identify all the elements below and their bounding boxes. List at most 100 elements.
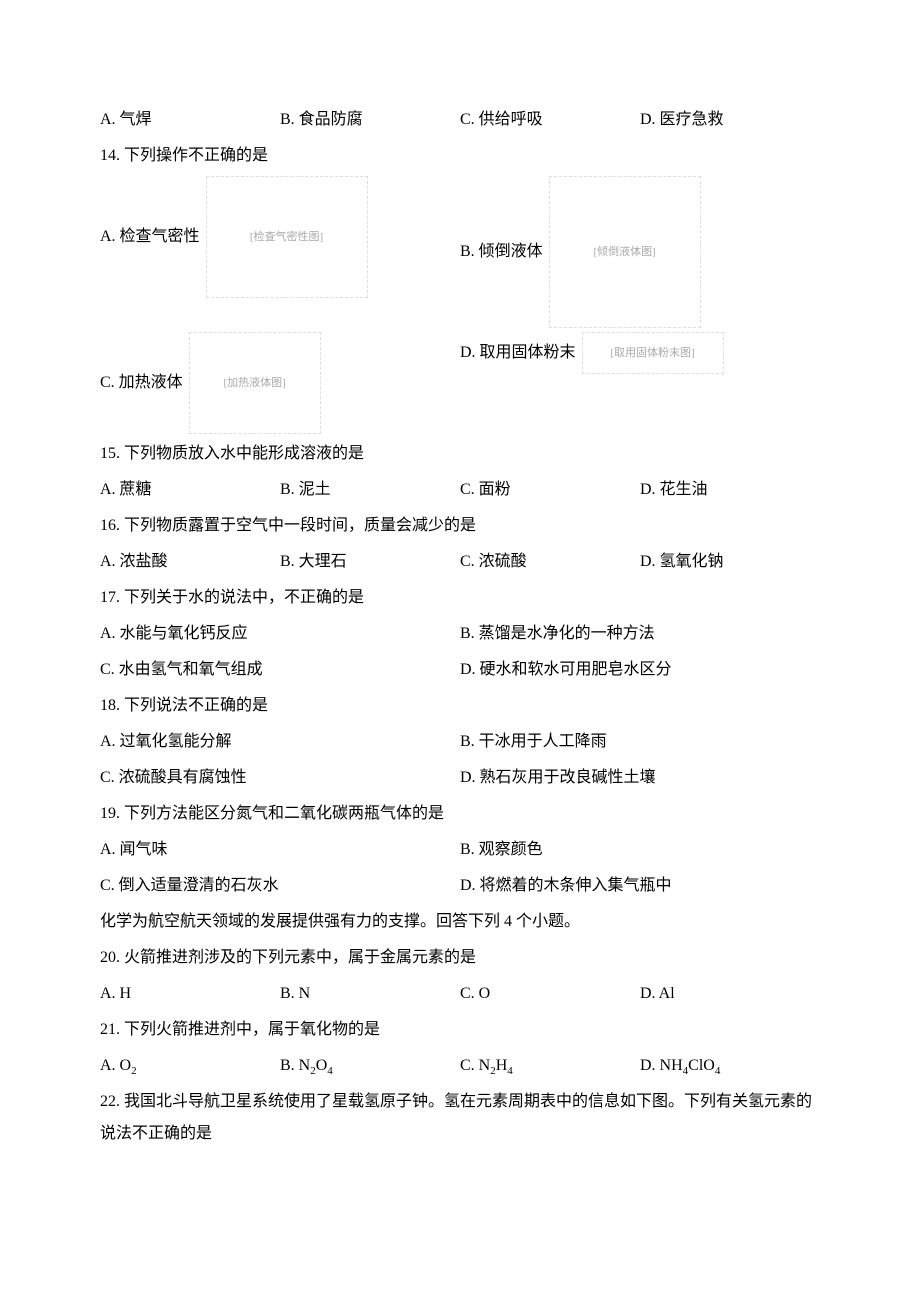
q20-opt-b: B. N [280, 978, 460, 1010]
q14-stem: 14. 下列操作不正确的是 [100, 140, 820, 172]
q16-options: A. 浓盐酸 B. 大理石 C. 浓硫酸 D. 氢氧化钠 [100, 546, 820, 578]
q18-stem: 18. 下列说法不正确的是 [100, 690, 820, 722]
q13-opt-c-text: C. 供给呼吸 [460, 104, 543, 136]
q17-opt-b-text: B. 蒸馏是水净化的一种方法 [460, 618, 655, 650]
q15-opt-d-text: D. 花生油 [640, 474, 708, 506]
q16-opt-d: D. 氢氧化钠 [640, 546, 820, 578]
q14-img-b: [倾倒液体图] [549, 176, 701, 328]
q14-opt-a-text: A. 检查气密性 [100, 221, 200, 253]
q16-opt-b-text: B. 大理石 [280, 546, 347, 578]
q17-opt-a-text: A. 水能与氧化钙反应 [100, 618, 248, 650]
q19-opt-c-text: C. 倒入适量澄清的石灰水 [100, 870, 279, 902]
q19: 19. 下列方法能区分氮气和二氧化碳两瓶气体的是 A. 闻气味 B. 观察颜色 … [100, 798, 820, 902]
q18-opt-a: A. 过氧化氢能分解 [100, 726, 460, 758]
q14-opt-b-text: B. 倾倒液体 [460, 236, 543, 268]
q14-img-c: [加热液体图] [189, 332, 321, 434]
q20: 20. 火箭推进剂涉及的下列元素中，属于金属元素的是 A. H B. N C. … [100, 942, 820, 1010]
q18-row2: C. 浓硫酸具有腐蚀性 D. 熟石灰用于改良碱性土壤 [100, 762, 820, 794]
q21-opt-b-text: B. N2O4 [280, 1050, 333, 1082]
q22-stem: 22. 我国北斗导航卫星系统使用了星载氢原子钟。氢在元素周期表中的信息如下图。下… [100, 1086, 820, 1150]
q14-img-d: [取用固体粉末图] [582, 332, 724, 374]
q16-stem: 16. 下列物质露置于空气中一段时间，质量会减少的是 [100, 510, 820, 542]
q15-opt-b: B. 泥土 [280, 474, 460, 506]
q16-opt-c: C. 浓硫酸 [460, 546, 640, 578]
q20-opt-d: D. Al [640, 978, 820, 1010]
q13-opt-d: D. 医疗急救 [640, 104, 820, 136]
q19-opt-d: D. 将燃着的木条伸入集气瓶中 [460, 870, 820, 902]
q17-opt-b: B. 蒸馏是水净化的一种方法 [460, 618, 820, 650]
q16-opt-a-text: A. 浓盐酸 [100, 546, 168, 578]
q20-opt-c-text: C. O [460, 978, 490, 1010]
q19-opt-b-text: B. 观察颜色 [460, 834, 543, 866]
q18: 18. 下列说法不正确的是 A. 过氧化氢能分解 B. 干冰用于人工降雨 C. … [100, 690, 820, 794]
q18-opt-c: C. 浓硫酸具有腐蚀性 [100, 762, 460, 794]
q21: 21. 下列火箭推进剂中，属于氧化物的是 A. O2 B. N2O4 C. N2… [100, 1014, 820, 1082]
q20-opt-a: A. H [100, 978, 280, 1010]
q20-opt-c: C. O [460, 978, 640, 1010]
q17: 17. 下列关于水的说法中，不正确的是 A. 水能与氧化钙反应 B. 蒸馏是水净… [100, 582, 820, 686]
q21-opt-c-text: C. N2H4 [460, 1050, 513, 1082]
q13-options: A. 气焊 B. 食品防腐 C. 供给呼吸 D. 医疗急救 [100, 104, 820, 136]
q19-row2: C. 倒入适量澄清的石灰水 D. 将燃着的木条伸入集气瓶中 [100, 870, 820, 902]
q15-opt-a: A. 蔗糖 [100, 474, 280, 506]
q13-opt-b: B. 食品防腐 [280, 104, 460, 136]
q14-img-a: [检查气密性图] [206, 176, 368, 298]
q21-opt-c: C. N2H4 [460, 1050, 640, 1082]
q18-opt-b-text: B. 干冰用于人工降雨 [460, 726, 607, 758]
q14-opt-d-text: D. 取用固体粉末 [460, 337, 576, 369]
q19-opt-a: A. 闻气味 [100, 834, 460, 866]
q19-opt-c: C. 倒入适量澄清的石灰水 [100, 870, 460, 902]
q14-opt-c-text: C. 加热液体 [100, 367, 183, 399]
q20-stem: 20. 火箭推进剂涉及的下列元素中，属于金属元素的是 [100, 942, 820, 974]
q17-opt-c: C. 水由氢气和氧气组成 [100, 654, 460, 686]
q15-opt-c-text: C. 面粉 [460, 474, 511, 506]
q21-stem: 21. 下列火箭推进剂中，属于氧化物的是 [100, 1014, 820, 1046]
q16: 16. 下列物质露置于空气中一段时间，质量会减少的是 A. 浓盐酸 B. 大理石… [100, 510, 820, 578]
q13-opt-c: C. 供给呼吸 [460, 104, 640, 136]
q18-opt-d-text: D. 熟石灰用于改良碱性土壤 [460, 762, 656, 794]
q13-opt-b-text: B. 食品防腐 [280, 104, 363, 136]
q14-opt-a: A. 检查气密性 [检查气密性图] [100, 176, 460, 298]
q17-row2: C. 水由氢气和氧气组成 D. 硬水和软水可用肥皂水区分 [100, 654, 820, 686]
q13-opt-a: A. 气焊 [100, 104, 280, 136]
q18-opt-a-text: A. 过氧化氢能分解 [100, 726, 232, 758]
q18-row1: A. 过氧化氢能分解 B. 干冰用于人工降雨 [100, 726, 820, 758]
q14-opt-c: C. 加热液体 [加热液体图] [100, 332, 460, 434]
q20-opt-a-text: A. H [100, 978, 131, 1010]
q20-options: A. H B. N C. O D. Al [100, 978, 820, 1010]
q21-opt-d: D. NH4ClO4 [640, 1050, 820, 1082]
q19-opt-a-text: A. 闻气味 [100, 834, 168, 866]
q15-opt-c: C. 面粉 [460, 474, 640, 506]
q19-opt-b: B. 观察颜色 [460, 834, 820, 866]
q16-opt-d-text: D. 氢氧化钠 [640, 546, 724, 578]
q13-opt-a-text: A. 气焊 [100, 104, 152, 136]
q15-opt-b-text: B. 泥土 [280, 474, 331, 506]
q21-opt-b: B. N2O4 [280, 1050, 460, 1082]
q17-opt-d-text: D. 硬水和软水可用肥皂水区分 [460, 654, 672, 686]
q17-opt-c-text: C. 水由氢气和氧气组成 [100, 654, 263, 686]
q17-stem: 17. 下列关于水的说法中，不正确的是 [100, 582, 820, 614]
passage: 化学为航空航天领域的发展提供强有力的支撑。回答下列 4 个小题。 [100, 906, 820, 938]
q18-opt-c-text: C. 浓硫酸具有腐蚀性 [100, 762, 247, 794]
q15-opt-d: D. 花生油 [640, 474, 820, 506]
q19-row1: A. 闻气味 B. 观察颜色 [100, 834, 820, 866]
q16-opt-b: B. 大理石 [280, 546, 460, 578]
q17-opt-a: A. 水能与氧化钙反应 [100, 618, 460, 650]
q16-opt-a: A. 浓盐酸 [100, 546, 280, 578]
q20-opt-b-text: B. N [280, 978, 310, 1010]
q18-opt-b: B. 干冰用于人工降雨 [460, 726, 820, 758]
q14-opt-b: B. 倾倒液体 [倾倒液体图] [460, 176, 820, 328]
q15: 15. 下列物质放入水中能形成溶液的是 A. 蔗糖 B. 泥土 C. 面粉 D.… [100, 438, 820, 506]
q17-row1: A. 水能与氧化钙反应 B. 蒸馏是水净化的一种方法 [100, 618, 820, 650]
q14: 14. 下列操作不正确的是 A. 检查气密性 [检查气密性图] B. 倾倒液体 … [100, 140, 820, 434]
q14-opt-d: D. 取用固体粉末 [取用固体粉末图] [460, 332, 820, 374]
q20-opt-d-text: D. Al [640, 978, 675, 1010]
q21-opt-d-text: D. NH4ClO4 [640, 1050, 720, 1082]
q15-stem: 15. 下列物质放入水中能形成溶液的是 [100, 438, 820, 470]
q15-options: A. 蔗糖 B. 泥土 C. 面粉 D. 花生油 [100, 474, 820, 506]
q13-opt-d-text: D. 医疗急救 [640, 104, 724, 136]
q21-opt-a-text: A. O2 [100, 1050, 137, 1082]
q21-opt-a: A. O2 [100, 1050, 280, 1082]
q21-options: A. O2 B. N2O4 C. N2H4 D. NH4ClO4 [100, 1050, 820, 1082]
q16-opt-c-text: C. 浓硫酸 [460, 546, 527, 578]
